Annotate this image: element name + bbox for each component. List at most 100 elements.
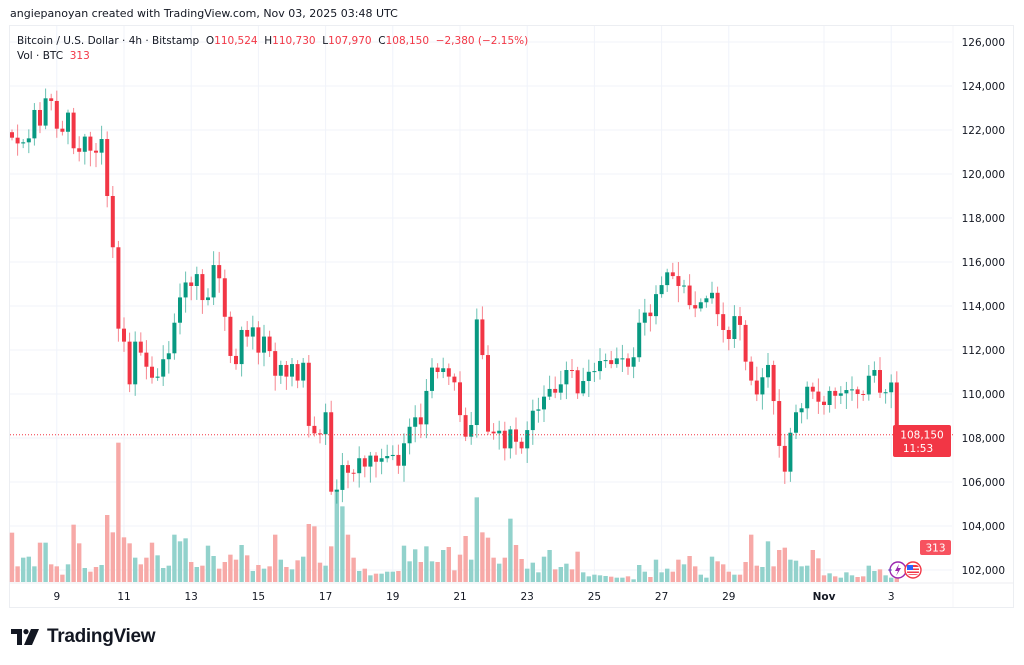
candle[interactable] xyxy=(323,403,328,445)
candle[interactable] xyxy=(575,366,580,399)
candle[interactable] xyxy=(228,311,233,364)
candle[interactable] xyxy=(810,382,815,399)
candle[interactable] xyxy=(222,269,227,331)
candle[interactable] xyxy=(883,389,888,404)
candle[interactable] xyxy=(245,321,250,347)
candle[interactable] xyxy=(150,356,154,384)
candle[interactable] xyxy=(687,274,692,310)
candle[interactable] xyxy=(155,368,160,381)
candle[interactable] xyxy=(760,368,765,410)
tradingview-logo[interactable]: TradingView xyxy=(11,626,156,648)
candle[interactable] xyxy=(665,268,670,292)
candle[interactable] xyxy=(413,405,418,443)
candle[interactable] xyxy=(105,131,110,208)
candle[interactable] xyxy=(704,295,709,308)
candle[interactable] xyxy=(536,397,541,423)
candle[interactable] xyxy=(474,308,479,438)
candle[interactable] xyxy=(631,347,636,379)
candle[interactable] xyxy=(138,332,143,356)
symbol-title[interactable]: Bitcoin / U.S. Dollar · 4h · Bitstamp xyxy=(17,35,200,47)
candle[interactable] xyxy=(217,251,222,293)
candle[interactable] xyxy=(379,448,384,475)
candle[interactable] xyxy=(794,404,798,439)
candle[interactable] xyxy=(262,324,266,367)
candle[interactable] xyxy=(838,386,843,405)
candle[interactable] xyxy=(878,357,882,398)
candle[interactable] xyxy=(542,385,546,423)
candle[interactable] xyxy=(178,283,182,335)
candle[interactable] xyxy=(855,386,860,409)
candle[interactable] xyxy=(127,332,132,393)
candle[interactable] xyxy=(110,185,115,259)
candle[interactable] xyxy=(766,352,770,388)
candle[interactable] xyxy=(329,400,334,495)
candle[interactable] xyxy=(749,356,754,386)
candle[interactable] xyxy=(710,281,714,304)
candle[interactable] xyxy=(71,107,76,155)
volume-label[interactable]: Vol · BTC xyxy=(17,50,64,62)
candle[interactable] xyxy=(558,370,563,400)
candle[interactable] xyxy=(133,331,138,396)
candle[interactable] xyxy=(144,340,149,380)
candle[interactable] xyxy=(637,309,642,362)
candle[interactable] xyxy=(861,390,866,401)
candle[interactable] xyxy=(362,455,367,478)
candle[interactable] xyxy=(547,375,552,400)
candle[interactable] xyxy=(435,363,440,379)
candle[interactable] xyxy=(866,364,871,401)
candle[interactable] xyxy=(530,399,535,445)
candle[interactable] xyxy=(648,304,653,332)
candle[interactable] xyxy=(290,357,294,387)
candle[interactable] xyxy=(693,291,698,318)
candle[interactable] xyxy=(430,358,434,399)
candle[interactable] xyxy=(732,305,737,348)
candle[interactable] xyxy=(676,262,681,303)
candle[interactable] xyxy=(452,373,457,391)
candle[interactable] xyxy=(250,315,255,350)
candle[interactable] xyxy=(26,129,31,154)
candle[interactable] xyxy=(340,452,345,503)
candle[interactable] xyxy=(715,286,720,327)
candle[interactable] xyxy=(189,276,194,301)
candle[interactable] xyxy=(519,437,524,454)
candle[interactable] xyxy=(211,251,216,306)
candle[interactable] xyxy=(620,344,625,373)
candle[interactable] xyxy=(418,403,423,439)
candle[interactable] xyxy=(239,326,244,377)
candle[interactable] xyxy=(278,360,283,384)
candle[interactable] xyxy=(827,386,832,413)
candle[interactable] xyxy=(614,347,619,368)
candle[interactable] xyxy=(654,285,658,325)
candle[interactable] xyxy=(771,360,776,415)
candle[interactable] xyxy=(458,371,462,422)
candle[interactable] xyxy=(15,124,20,156)
candle[interactable] xyxy=(49,93,54,111)
candle[interactable] xyxy=(754,366,759,402)
candle[interactable] xyxy=(805,381,810,420)
candle[interactable] xyxy=(82,133,87,165)
candle[interactable] xyxy=(822,395,826,415)
candle[interactable] xyxy=(116,240,121,342)
candle[interactable] xyxy=(581,367,586,397)
candle[interactable] xyxy=(301,357,306,388)
candle[interactable] xyxy=(799,403,804,424)
candle[interactable] xyxy=(844,381,849,409)
candle[interactable] xyxy=(396,444,401,474)
candle[interactable] xyxy=(603,353,608,368)
candle[interactable] xyxy=(32,103,37,146)
candle[interactable] xyxy=(508,425,513,459)
candle[interactable] xyxy=(122,317,126,352)
candle[interactable] xyxy=(777,389,782,458)
candle[interactable] xyxy=(60,120,65,136)
candle[interactable] xyxy=(374,452,378,478)
candle[interactable] xyxy=(782,433,787,484)
candle[interactable] xyxy=(43,88,48,130)
candle[interactable] xyxy=(441,357,446,379)
candle[interactable] xyxy=(626,353,630,375)
candle[interactable] xyxy=(351,469,356,482)
candle[interactable] xyxy=(609,350,614,369)
candle[interactable] xyxy=(10,129,14,141)
candle[interactable] xyxy=(514,417,518,455)
candle[interactable] xyxy=(194,266,199,300)
candle[interactable] xyxy=(407,418,412,455)
